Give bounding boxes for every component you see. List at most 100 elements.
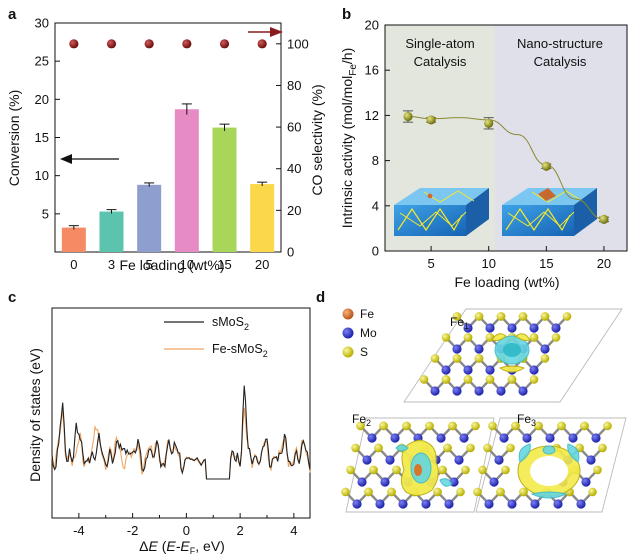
x-label-f-sub: F — [190, 546, 196, 556]
molybdenum-atom — [576, 499, 586, 509]
panel-a-y2-tick-label-40: 40 — [287, 161, 301, 176]
activity-point-3 — [403, 111, 413, 122]
legend-smos2-main: sMoS — [212, 315, 244, 329]
panel-letter-d: d — [316, 289, 325, 306]
legend-fe-smos2-sub: 2 — [263, 349, 268, 359]
molybdenum-atom — [586, 455, 596, 465]
x-label-end: , eV) — [195, 538, 225, 554]
sulfur-atom — [588, 487, 597, 497]
sulfur-atom — [402, 421, 411, 431]
molybdenum-atom — [385, 455, 395, 465]
panel-b-tick-labels: 0 4 8 12 16 20 5 10 15 20 — [365, 18, 612, 272]
sulfur-atom — [483, 443, 492, 453]
molybdenum-atom — [591, 433, 601, 443]
sulfur-atom — [485, 375, 495, 384]
panel-c-x-axis-label: ΔE (E-EF, eV) — [139, 538, 225, 556]
sulfur-atom — [593, 465, 602, 475]
panel-a-axes — [54, 22, 282, 253]
panel-c-y-axis-label: Density of states (eV) — [27, 348, 43, 482]
panel-a-y-tick-label-20: 20 — [35, 92, 49, 107]
region-label-nano-catalysis: Catalysis — [534, 54, 587, 69]
panel-b-y-label-end: /h) — [339, 48, 355, 64]
molybdenum-atom — [474, 344, 484, 354]
sulfur-atom — [369, 465, 378, 475]
legend-s-atom — [342, 346, 354, 358]
sulfur-atom — [518, 312, 528, 321]
x-label-delta: Δ — [139, 538, 148, 554]
sulfur-atom — [474, 312, 484, 321]
fe3-main: Fe — [517, 412, 531, 426]
panel-a-y-axis-label: Conversion (%) — [6, 90, 22, 186]
sulfur-atom — [425, 421, 434, 431]
panel-b-axes — [384, 24, 628, 252]
panel-c-x-tick-label--4: -4 — [73, 523, 85, 538]
selectivity-point-5 — [144, 39, 154, 49]
selectivity-point-20 — [257, 39, 267, 49]
crystal-inset-single-atom — [394, 188, 489, 236]
sulfur-atom — [346, 465, 355, 475]
molybdenum-atom — [357, 477, 367, 487]
panel-a-y-tick-label-30: 30 — [35, 16, 49, 31]
activity-point-15 — [541, 161, 551, 171]
panel-c-x-tick-label-0: 0 — [183, 523, 190, 538]
molybdenum-atom — [375, 499, 385, 509]
sulfur-atom — [448, 421, 457, 431]
panel-a-x-tick-label-10: 10 — [180, 257, 194, 272]
structure-fe3: Fe3 — [473, 412, 627, 513]
panel-c-axes — [51, 307, 311, 519]
panel-letter-c: c — [8, 289, 16, 306]
molybdenum-atom — [507, 323, 517, 333]
panel-a-conversion-chart: a 5 10 15 20 25 30 0 20 40 60 80 100 0 3 5 10 15 20 Fe lo… — [6, 6, 325, 273]
sulfur-atom — [379, 421, 388, 431]
sulfur-atom — [507, 375, 517, 384]
molybdenum-atom — [518, 386, 528, 396]
panel-c-tick-labels: -4 -2 0 2 4 — [73, 523, 297, 538]
legend-s-label: S — [360, 345, 368, 359]
legend-fe-smos2-main: Fe-sMoS — [212, 342, 263, 356]
sulfur-atom — [519, 487, 528, 497]
molybdenum-atom — [380, 477, 390, 487]
panel-a-y2-tick-label-80: 80 — [287, 78, 301, 93]
sulfur-atom — [603, 421, 612, 431]
crystal-inset-nano-structure — [502, 188, 597, 236]
panel-a-y2-tick-label-0: 0 — [287, 245, 294, 260]
sulfur-atom — [511, 421, 520, 431]
sulfur-atom — [438, 465, 447, 475]
molybdenum-atom — [581, 477, 591, 487]
bar-fe-0 — [61, 227, 86, 252]
molybdenum-atom — [484, 499, 494, 509]
sulfur-atom — [540, 354, 550, 363]
molybdenum-atom — [459, 433, 469, 443]
molybdenum-atom — [568, 433, 578, 443]
panel-a-y2-tick-label-60: 60 — [287, 120, 301, 135]
sulfur-atom — [534, 421, 543, 431]
sulfur-atom — [463, 333, 473, 342]
selectivity-point-3 — [106, 39, 117, 49]
sulfur-atom — [598, 443, 607, 453]
selectivity-point-10 — [182, 39, 192, 49]
sulfur-atom — [529, 375, 539, 384]
panel-c-plot-frame — [51, 307, 311, 519]
molybdenum-atom — [430, 386, 440, 396]
sulfur-atom — [452, 354, 462, 363]
panel-b-intrinsic-activity-chart: b Single-atom Catalysis Nano-structure C… — [339, 6, 628, 290]
structure-label-fe2: Fe2 — [352, 412, 371, 428]
sulfur-atom — [364, 487, 373, 497]
molybdenum-atom — [454, 455, 464, 465]
panel-c-legend: sMoS2 Fe-sMoS2 — [164, 315, 268, 359]
panel-a-x-tick-label-20: 20 — [255, 257, 269, 272]
sulfur-atom — [580, 421, 589, 431]
panel-b-x-tick-label-5: 5 — [427, 256, 434, 271]
sulfur-atom — [540, 312, 550, 321]
x-label-e-minus-e: E-E — [166, 538, 190, 554]
series-line-smos2 — [51, 385, 311, 480]
sulfur-atom — [374, 443, 383, 453]
selectivity-point-0 — [69, 39, 79, 49]
molybdenum-atom — [496, 386, 506, 396]
panel-a-y2-tick-label-20: 20 — [287, 203, 301, 218]
atom-legend: Fe Mo S — [342, 307, 377, 359]
sulfur-atom — [443, 443, 452, 453]
panel-c-dos-chart: c -4 -2 0 2 4 sMoS2 Fe-sMoS2 Density of stat… — [8, 289, 311, 556]
legend-mo-atom — [342, 327, 354, 339]
structure-fe2: Fe2 — [341, 412, 495, 513]
